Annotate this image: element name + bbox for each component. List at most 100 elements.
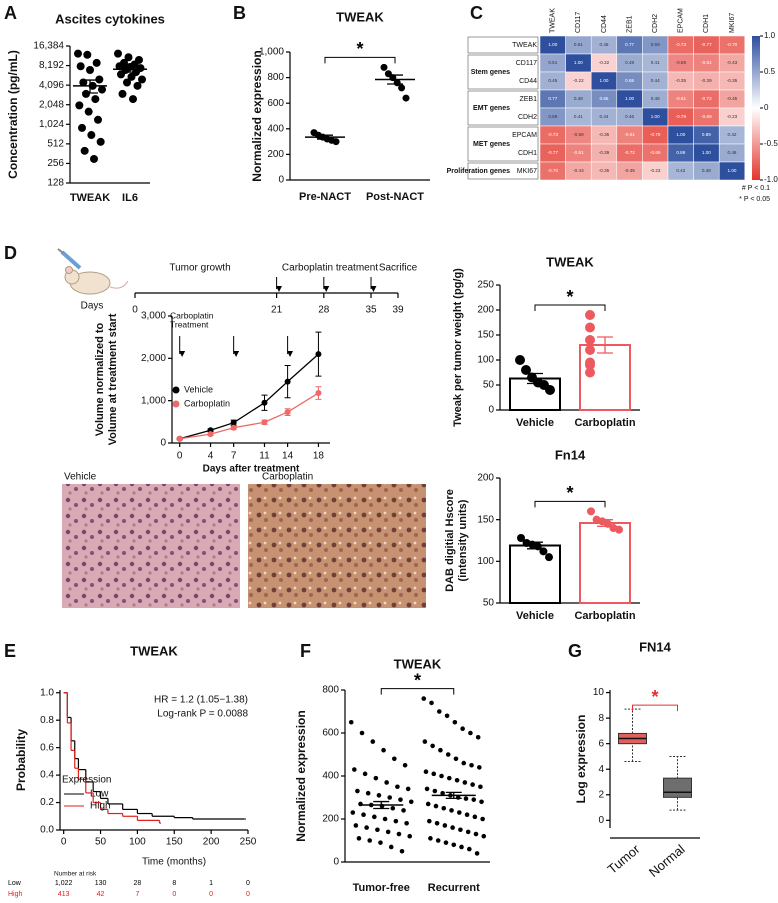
data-point: [425, 801, 431, 807]
cell-label: 0.45: [600, 42, 609, 47]
significance-bracket: [324, 56, 396, 64]
micrograph-label: Carboplatin: [262, 472, 313, 483]
data-point: [385, 829, 391, 835]
risk-count: 413: [58, 891, 70, 898]
data-point: [481, 833, 487, 839]
y-tick-label: 2: [598, 789, 604, 800]
data-point: [84, 107, 93, 116]
data-point: [428, 836, 433, 841]
data-point: [332, 138, 340, 146]
data-point: [475, 735, 481, 740]
data-point: [439, 773, 444, 779]
data-point: [372, 814, 377, 820]
group-label: MET genes: [473, 141, 510, 148]
panel-letter: C: [470, 3, 483, 23]
legend-label: Vehicle: [184, 384, 213, 394]
legend-label: Low: [90, 789, 109, 800]
data-point: [373, 775, 379, 781]
cell-label: 0.48: [625, 60, 634, 65]
y-tick-label: 0.4: [40, 770, 54, 781]
y-tick-label: 512: [47, 138, 64, 149]
micrograph-label: Vehicle: [64, 472, 97, 483]
cell-label: -0.35: [599, 168, 610, 173]
risk-title: Number at risk: [54, 871, 97, 878]
cell-label: 0.48: [702, 168, 711, 173]
cell-label: 0.42: [676, 168, 685, 173]
data-point: [361, 812, 366, 817]
y-tick-label: 150: [477, 330, 494, 341]
data-point: [381, 747, 386, 753]
cell-label: -0.23: [727, 114, 738, 119]
legend-title: Expression: [62, 775, 111, 786]
data-point: [365, 790, 371, 796]
data-point: [441, 805, 447, 811]
data-point: [445, 752, 451, 757]
y-tick-label: 16,384: [33, 41, 64, 52]
y-tick-label: 0: [488, 405, 494, 416]
data-point: [521, 365, 531, 375]
x-tick-label: Post-NACT: [366, 191, 424, 203]
y-tick-label: 4,096: [39, 80, 64, 91]
significance-label: *: [566, 483, 573, 503]
chart-title: TWEAK: [394, 656, 442, 671]
y-tick-label: 6: [598, 738, 604, 749]
cell-label: 0.65: [600, 96, 609, 101]
annotation: Carboplatin: [170, 310, 214, 320]
x-tick-label: IL6: [122, 192, 138, 204]
error-bar: [527, 541, 543, 550]
data-point: [364, 825, 369, 830]
x-tick-label: 11: [259, 451, 270, 462]
y-tick-label: 0: [160, 438, 166, 449]
bar: [509, 544, 561, 604]
y-tick-label: 150: [477, 514, 494, 525]
data-point: [133, 81, 142, 90]
x-tick-label: Carboplatin: [574, 610, 635, 622]
cell-label: 1.00: [574, 60, 583, 65]
data-point: [435, 838, 441, 843]
data-point: [230, 419, 237, 426]
error-bar: [82, 79, 98, 94]
data-point: [350, 810, 356, 815]
data-point: [429, 700, 434, 706]
data-point: [352, 767, 357, 772]
bar: [579, 522, 631, 604]
y-tick-label: 100: [477, 556, 494, 567]
data-point: [376, 793, 382, 798]
significance-bracket: [534, 500, 606, 508]
data-point: [444, 713, 450, 719]
data-point: [75, 101, 84, 110]
data-point: [459, 844, 464, 850]
data-point: [442, 823, 448, 828]
chart-title: Ascites cytokines: [55, 11, 165, 26]
y-tick-label: 1,024: [39, 119, 64, 130]
panel-letter: B: [233, 3, 246, 23]
group-label: EMT genes: [473, 105, 510, 112]
x-tick-label: Vehicle: [516, 417, 554, 429]
group-box: [467, 162, 539, 180]
footnote: # P < 0.1: [742, 185, 770, 192]
data-point: [432, 788, 438, 794]
data-point: [138, 75, 146, 84]
y-tick-label: 2,000: [141, 353, 166, 364]
y-tick-label: 100: [477, 355, 494, 366]
x-tick-label: Normal: [646, 841, 688, 879]
annotation: HR = 1.2 (1.05−1.38): [154, 695, 248, 706]
phase-label: Tumor growth: [169, 263, 230, 274]
cell-label: -0.61: [624, 132, 635, 137]
x-tick-label: 0: [177, 451, 183, 462]
data-point: [315, 390, 322, 397]
cell-label: 1.00: [728, 168, 737, 173]
data-point: [454, 778, 460, 783]
y-tick-label: 128: [47, 178, 64, 189]
cell-label: -0.73: [548, 132, 559, 137]
risk-row-name: High: [8, 891, 23, 898]
data-point: [430, 743, 435, 749]
cell-label: -0.61: [676, 96, 687, 101]
chart-title: Fn14: [555, 447, 586, 462]
y-axis-label: (intensity units): [457, 499, 469, 581]
column-label: EPCAM: [678, 8, 685, 33]
cell-label: -0.59: [676, 60, 687, 65]
data-point: [438, 747, 443, 753]
y-tick-label: 250: [477, 280, 494, 291]
timeline-tick-label: 0: [132, 305, 138, 316]
